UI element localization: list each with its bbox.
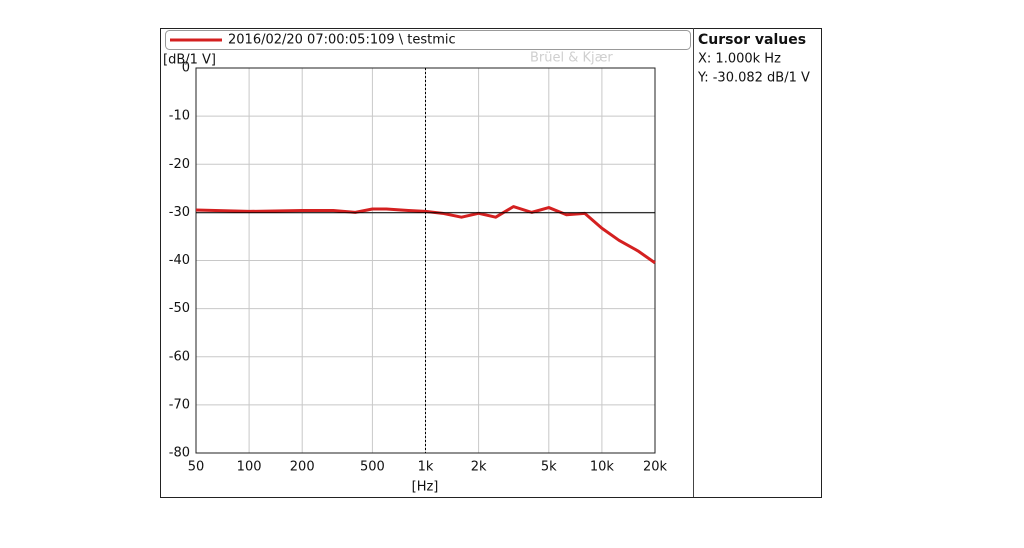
y-axis-label: [dB/1 V] — [163, 53, 216, 68]
frame — [160, 28, 822, 498]
x-tick-label: 20k — [643, 460, 668, 475]
cursor-y: Y: -30.082 dB/1 V — [697, 71, 810, 86]
y-tick-label: -10 — [169, 109, 190, 124]
x-tick-label: 50 — [188, 460, 205, 475]
x-axis-label: [Hz] — [412, 480, 439, 495]
x-tick-label: 2k — [471, 460, 487, 475]
y-tick-label: -20 — [169, 157, 190, 172]
y-tick-label: -50 — [169, 301, 190, 316]
x-tick-label: 100 — [237, 460, 262, 475]
cursor-title: Cursor values — [698, 32, 806, 48]
y-tick-label: -70 — [169, 397, 190, 412]
x-tick-label: 200 — [290, 460, 315, 475]
x-tick-label: 1k — [418, 460, 434, 475]
legend-box[interactable] — [165, 30, 691, 50]
x-tick-label: 5k — [541, 460, 557, 475]
data-line — [195, 205, 656, 265]
y-tick-label: -80 — [169, 446, 190, 461]
legend-label: 2016/02/20 07:00:05:109 \ testmic — [228, 33, 456, 48]
y-tick-label: -30 — [169, 205, 190, 220]
watermark: Brüel & Kjær — [530, 51, 613, 66]
y-tick-label: 0 — [182, 61, 190, 76]
x-tick-label: 10k — [590, 460, 615, 475]
y-tick-label: -60 — [169, 349, 190, 364]
y-tick-label: -40 — [169, 253, 190, 268]
cursor-x: X: 1.000k Hz — [698, 52, 781, 67]
x-tick-label: 500 — [360, 460, 385, 475]
